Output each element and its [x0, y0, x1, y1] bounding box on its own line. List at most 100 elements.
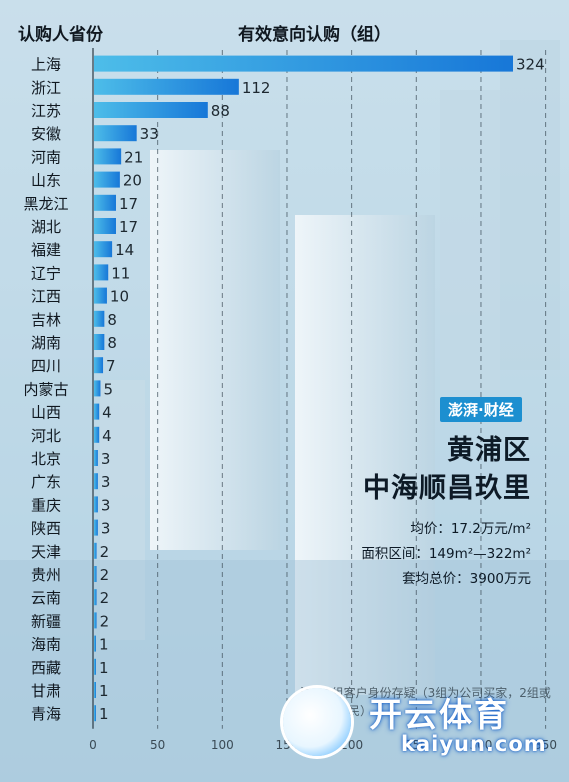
category-label: 湖南 — [31, 334, 61, 352]
avg-price: 均价：17.2万元/m² — [410, 521, 531, 537]
value-label: 2 — [100, 566, 110, 584]
bar — [94, 334, 105, 350]
bar — [94, 148, 122, 165]
category-label: 江西 — [31, 288, 61, 306]
value-label: 1 — [99, 705, 109, 723]
category-label: 上海 — [31, 56, 61, 74]
value-label: 1 — [99, 682, 109, 700]
value-label: 3 — [101, 473, 111, 491]
bar — [94, 612, 97, 629]
category-label: 四川 — [31, 357, 61, 375]
value-label: 4 — [102, 404, 112, 422]
value-label: 324 — [516, 56, 545, 74]
bar — [94, 357, 104, 374]
bar — [94, 55, 513, 72]
x-tick-label: 50 — [150, 738, 165, 752]
bar — [94, 310, 105, 327]
value-label: 4 — [102, 427, 112, 445]
x-tick-label: 350 — [534, 738, 557, 752]
value-label: 2 — [100, 589, 110, 607]
category-label: 河北 — [31, 427, 61, 445]
value-label: 8 — [107, 334, 117, 352]
category-label: 贵州 — [31, 566, 61, 584]
bar — [94, 566, 97, 582]
category-label: 陕西 — [31, 520, 61, 538]
value-label: 8 — [107, 311, 117, 329]
category-label: 北京 — [31, 450, 61, 468]
value-label: 7 — [106, 357, 116, 375]
bar — [94, 171, 120, 188]
value-label: 10 — [110, 288, 129, 306]
category-label: 甘肃 — [31, 682, 61, 700]
total-price: 套均总价：3900万元 — [402, 571, 531, 587]
category-label: 海南 — [31, 636, 61, 654]
watermark-title: 开云体育 — [369, 695, 509, 734]
category-label: 天津 — [31, 543, 61, 561]
category-label: 辽宁 — [31, 264, 61, 282]
value-label: 112 — [242, 79, 271, 97]
category-label: 福建 — [31, 241, 61, 259]
watermark: 开云体育 kaiyun.com — [283, 682, 553, 762]
bar — [94, 125, 137, 142]
value-label: 33 — [140, 125, 159, 143]
bar — [94, 426, 100, 443]
category-label: 黑龙江 — [23, 195, 68, 213]
x-tick-label: 0 — [89, 738, 97, 752]
brand-logo: 澎湃·财经 — [440, 397, 522, 422]
value-label: 2 — [100, 612, 110, 630]
bar — [94, 519, 98, 536]
category-label: 山东 — [31, 172, 61, 190]
category-label: 广东 — [31, 473, 61, 491]
bar — [94, 403, 100, 420]
category-label: 安徽 — [31, 125, 61, 143]
bar — [94, 450, 98, 466]
x-tick-label: 250 — [405, 738, 428, 752]
bar — [94, 78, 239, 95]
bar — [94, 241, 113, 258]
value-label: 21 — [124, 148, 143, 166]
category-label: 青海 — [31, 705, 61, 723]
category-label: 重庆 — [31, 496, 61, 514]
value-label: 20 — [123, 172, 142, 190]
bar — [94, 194, 116, 211]
x-axis-title: 有效意向认购（组） — [238, 25, 391, 45]
value-label: 1 — [99, 636, 109, 654]
value-label: 1 — [99, 659, 109, 677]
x-tick-label: 200 — [340, 738, 363, 752]
bar — [94, 542, 97, 559]
category-label: 湖北 — [31, 218, 61, 236]
value-label: 14 — [115, 241, 134, 259]
bar — [94, 380, 101, 397]
bar — [94, 218, 116, 234]
x-tick-label: 100 — [211, 738, 234, 752]
category-label: 西藏 — [31, 659, 61, 677]
value-label: 11 — [111, 264, 130, 282]
watermark-subtitle: kaiyun.com — [401, 732, 547, 756]
category-label: 吉林 — [31, 311, 61, 329]
district-title: 黄浦区 — [447, 435, 531, 466]
bar — [94, 658, 96, 675]
category-label: 新疆 — [31, 612, 61, 630]
bar — [94, 287, 107, 304]
bar — [94, 705, 96, 722]
category-label: 河南 — [31, 148, 61, 166]
watermark-ball-icon — [283, 688, 351, 756]
value-label: 3 — [101, 450, 111, 468]
bar — [94, 589, 97, 606]
category-label: 浙江 — [31, 79, 61, 97]
bar — [94, 102, 208, 118]
category-label: 云南 — [31, 589, 61, 607]
category-label: 内蒙古 — [23, 380, 68, 398]
tower-left — [150, 150, 280, 550]
x-tick-label: 300 — [470, 738, 493, 752]
bar — [94, 635, 96, 652]
value-label: 88 — [211, 102, 230, 120]
category-label: 江苏 — [31, 102, 61, 120]
value-label: 17 — [119, 218, 138, 236]
area-range: 面积区间：149m²—322m² — [361, 546, 531, 562]
tower-right — [295, 215, 435, 695]
bar — [94, 682, 96, 698]
category-label: 山西 — [31, 404, 61, 422]
